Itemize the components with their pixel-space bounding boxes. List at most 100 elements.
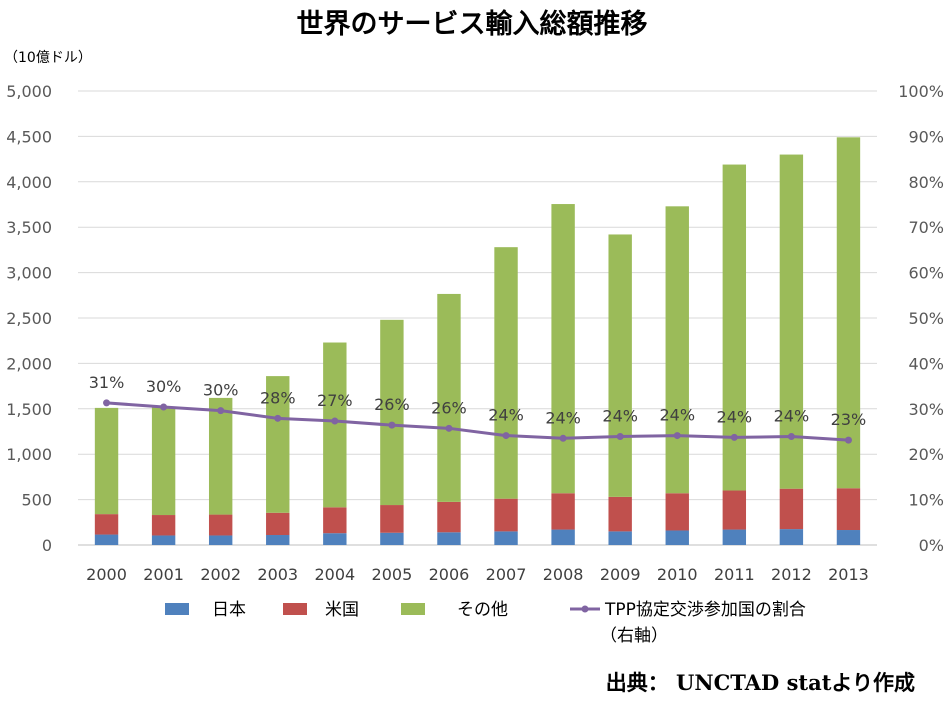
line-data-label: 24% [774,406,810,425]
share-line-point [217,407,225,415]
bar-segment-3 [608,234,632,497]
bar-segment-2 [779,488,804,530]
source-note: 出典： UNCTAD statより作成 [606,670,915,695]
y2-tick-label: 60% [908,264,944,283]
line-data-label: 24% [488,406,524,425]
bar-segment-1 [323,533,347,545]
y2-tick-label: 40% [908,354,944,373]
x-tick-label: 2000 [86,565,127,584]
bar-segment-3 [323,342,347,508]
line-data-label: 23% [831,410,867,429]
bar-segment-3 [380,319,404,506]
bar-segment-1 [722,529,747,545]
bar-segment-2 [380,505,404,533]
bar-segment-3 [437,293,461,502]
bar-segment-2 [551,493,575,530]
bar-segment-2 [151,515,176,536]
y2-tick-label: 70% [908,218,944,237]
share-line-point [787,432,795,440]
line-data-label: 30% [203,381,239,400]
bar-segment-2 [323,507,347,534]
line-data-labels: 31% 30% 30% 28% 27% 26% 26% 24% 24% 24% 24% 24% 24% 2… [89,373,866,429]
bar-segment-2 [665,493,689,531]
bar-segment-1 [94,534,119,545]
y-tick-label: 2,500 [6,309,52,328]
bar-segment-1 [608,531,632,545]
line-data-label: 26% [431,398,467,417]
legend-label: 米国 [325,600,359,620]
share-line-point [160,403,168,411]
line-data-label: 24% [659,406,695,425]
y2-tick-label: 80% [908,173,944,192]
x-tick-label: 2007 [486,565,527,584]
x-tick-label: 2003 [257,565,298,584]
chart-title: 世界のサービス輸入総額推移 [297,8,648,40]
x-tick-label: 2001 [143,565,184,584]
share-line [103,399,852,444]
bar-segment-1 [151,535,176,545]
legend-label-sub: （右軸） [600,626,668,646]
y2-tick-label: 50% [908,309,944,328]
y-tick-label: 1,000 [6,445,52,464]
legend-swatch [283,603,307,615]
legend-swatch [401,603,425,615]
x-tick-label: 2013 [828,565,869,584]
y-tick-label: 2,000 [6,354,52,373]
line-data-label: 24% [717,407,753,426]
bar-segment-1 [208,535,233,545]
bar-segment-3 [94,407,119,515]
bar-segment-1 [836,530,861,545]
y-tick-label: 4,000 [6,173,52,192]
x-tick-label: 2010 [657,565,698,584]
x-tick-label: 2012 [771,565,812,584]
bar-segment-1 [380,532,404,545]
line-data-label: 26% [374,395,410,414]
y-tick-label: 5,000 [6,82,52,101]
legend-label: TPP協定交渉参加国の割合 [604,600,806,620]
y2-tick-label: 20% [908,445,944,464]
legend-line-marker [581,605,589,613]
bar-segment-2 [94,514,119,535]
bar-segment-1 [551,529,575,545]
share-line-point [445,424,453,432]
legend: 日本 米国 その他 TPP協定交渉参加国の割合 （右軸） [165,600,806,646]
bar-segment-1 [779,529,804,545]
bar-segment-1 [665,530,689,545]
y2-tick-label: 90% [908,127,944,146]
bar-segment-2 [208,514,233,536]
y-axis-unit-label: （10億ドル） [4,50,92,66]
share-line-point [730,433,738,441]
share-line-path [106,401,849,442]
bar-segment-3 [779,154,804,489]
y-axis-left-ticks: 0 500 1,000 1,500 2,000 2,500 3,000 3,500 4,000 4… [6,82,52,555]
x-tick-label: 2004 [314,565,355,584]
share-line-point [559,434,567,442]
y-tick-label: 500 [21,491,52,510]
y2-tick-label: 100% [898,82,944,101]
share-line-point [103,399,111,407]
bar-segment-3 [266,376,290,513]
share-line-point [331,417,339,425]
bar-segment-3 [494,247,518,499]
x-tick-label: 2002 [200,565,241,584]
share-line-point [274,414,282,422]
legend-label: 日本 [212,600,246,620]
bar-segment-2 [722,490,747,530]
x-tick-label: 2009 [600,565,641,584]
share-line-point [844,436,852,444]
share-line-point [502,432,510,440]
bar-segment-1 [494,531,518,545]
bar-segment-1 [437,532,461,545]
bar-segment-2 [437,501,461,533]
y-tick-label: 3,000 [6,264,52,283]
bars [94,137,861,545]
y-tick-label: 1,500 [6,400,52,419]
y-axis-right-ticks: 0% 10% 20% 30% 40% 50% 60% 70% 80% 90% 100% [898,82,944,555]
y-tick-label: 3,500 [6,218,52,237]
bar-segment-2 [266,512,290,536]
line-data-label: 28% [260,388,296,407]
y2-tick-label: 30% [908,400,944,419]
x-tick-label: 2006 [429,565,470,584]
bar-segment-3 [151,406,176,516]
